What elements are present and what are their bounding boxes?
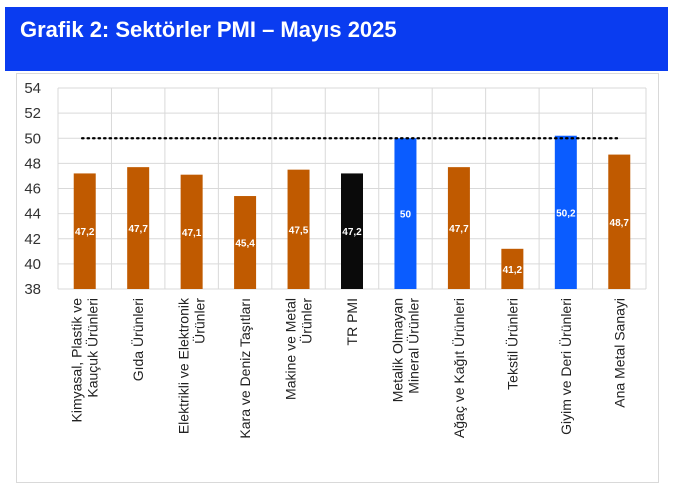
x-tick-label-line: Ürünler [298, 298, 315, 344]
x-tick-label: Metalik OlmayanMineral Ürünler [389, 298, 421, 403]
bar [501, 248, 524, 289]
x-tick-label-line: Makine ve Metal [283, 298, 299, 400]
data-label: 47,2 [75, 227, 95, 238]
y-tick-label: 54 [24, 80, 41, 97]
chart-title: Grafik 2: Sektörler PMI – Mayıs 2025 [20, 17, 397, 42]
bar [287, 169, 310, 289]
data-label: 47,7 [449, 224, 469, 235]
data-label: 41,2 [503, 265, 523, 276]
y-tick-label: 46 [24, 181, 41, 198]
bar [341, 173, 363, 289]
bar [127, 167, 150, 289]
x-tick-label: Kara ve Deniz Taşıtları [237, 298, 253, 439]
y-tick-label: 38 [24, 281, 41, 298]
x-tick-label: TR PMI [344, 298, 360, 345]
x-tick-label-line: Metalik Olmayan [389, 298, 405, 402]
x-tick-label-line: Elektrikli ve Elektronik [176, 297, 192, 434]
x-tick-label-line: Ürünler [191, 298, 208, 344]
y-tick-label: 42 [24, 231, 41, 248]
x-tick-label: Tekstil Ürünleri [503, 298, 520, 390]
data-label: 45,4 [235, 239, 255, 250]
data-label: 47,2 [342, 227, 362, 238]
y-tick-label: 40 [24, 256, 41, 273]
x-tick-label-line: Giyim ve Deri Ürünleri [557, 298, 574, 435]
x-tick-label-line: TR PMI [344, 298, 360, 345]
x-tick-label: Giyim ve Deri Ürünleri [557, 298, 574, 435]
chart-frame [16, 73, 659, 483]
chart-header: Grafik 2: Sektörler PMI – Mayıs 2025 [5, 7, 668, 71]
data-label: 50,2 [556, 208, 576, 219]
y-tick-label: 50 [24, 130, 41, 147]
bar [234, 196, 257, 289]
x-tick-label-line: Mineral Ürünler [404, 298, 421, 394]
y-tick-label: 48 [24, 155, 41, 172]
x-tick-label-line: Tekstil Ürünleri [503, 298, 520, 390]
x-tick-label-line: Gıda Ürünleri [129, 298, 146, 381]
bar [447, 167, 470, 289]
x-tick-label-line: Kara ve Deniz Taşıtları [237, 298, 253, 439]
y-tick-label: 52 [24, 105, 41, 122]
x-tick-label: Kimyasal, Plastik veKauçuk Ürünleri [69, 298, 101, 423]
x-tick-label: Makine ve MetalÜrünler [283, 298, 315, 400]
y-tick-label: 44 [24, 206, 41, 223]
data-label: 48,7 [610, 218, 630, 229]
x-tick-label: Gıda Ürünleri [129, 298, 146, 381]
data-label: 47,5 [289, 225, 309, 236]
data-label: 47,7 [128, 224, 148, 235]
data-label: 47,1 [182, 228, 202, 239]
bar [608, 154, 631, 289]
data-label: 50 [400, 210, 412, 221]
x-tick-label: Ana Metal Sanayi [611, 298, 627, 408]
bar [73, 173, 96, 289]
bar [394, 138, 417, 289]
x-tick-label-line: Kauçuk Ürünleri [84, 298, 101, 398]
x-tick-label: Ağaç ve Kağıt Ürünleri [450, 298, 467, 438]
bar [554, 135, 577, 289]
bar [180, 174, 203, 289]
x-tick-label-line: Kimyasal, Plastik ve [69, 298, 85, 423]
x-tick-label-line: Ağaç ve Kağıt Ürünleri [450, 298, 467, 438]
x-tick-label: Elektrikli ve ElektronikÜrünler [176, 297, 208, 434]
x-tick-label-line: Ana Metal Sanayi [611, 298, 627, 408]
